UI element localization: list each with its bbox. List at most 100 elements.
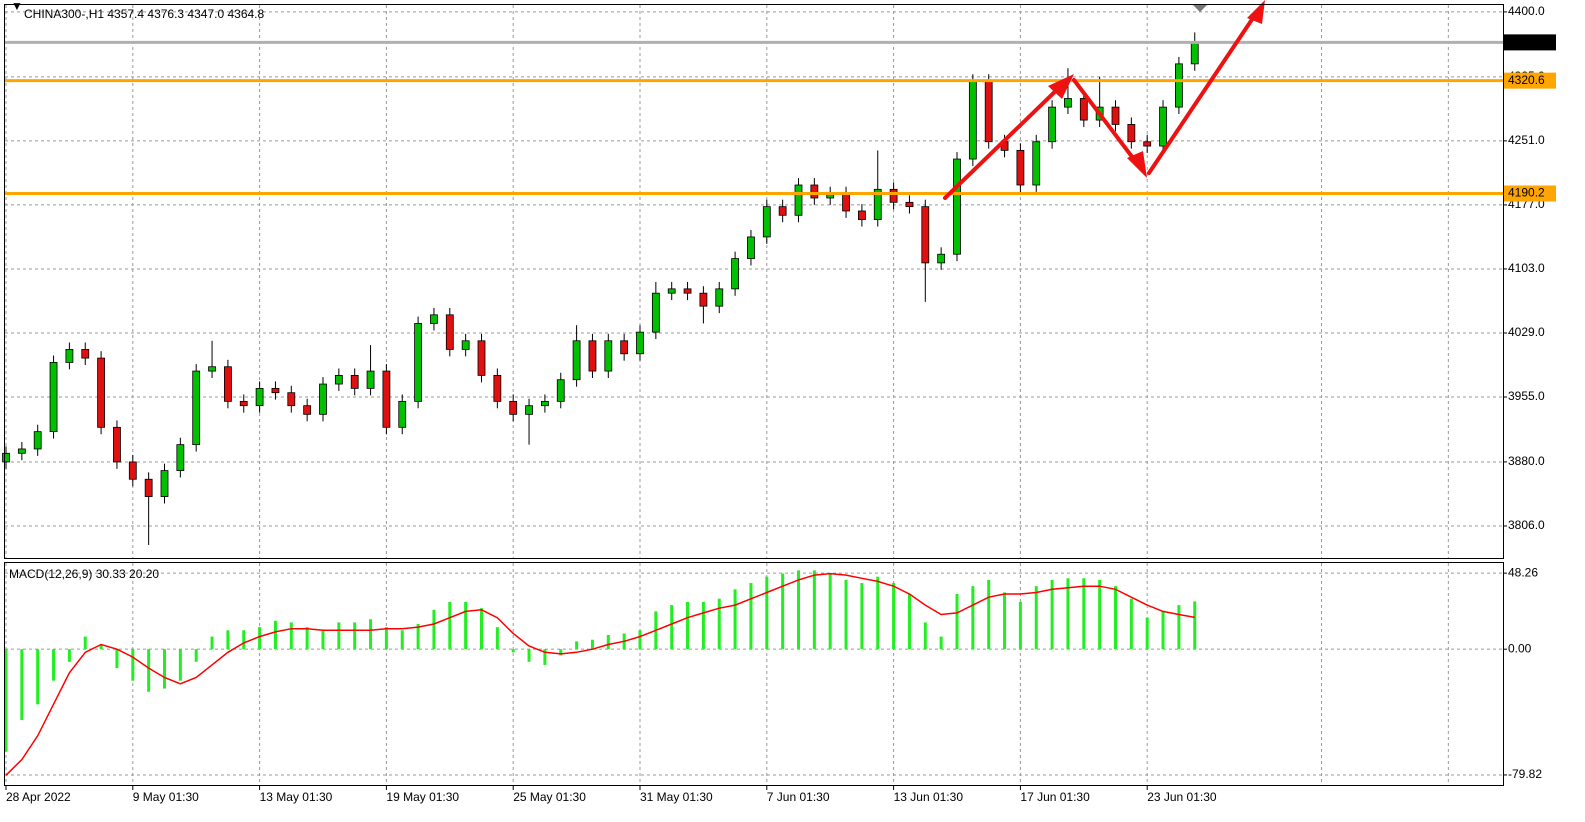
candle-body [113, 426, 121, 463]
x-tick-label: 28 Apr 2022 [6, 790, 71, 804]
macd-bar [1193, 601, 1197, 650]
price-label: 4364.8 [1508, 35, 1545, 49]
y-tick-label: 4103.0 [1508, 261, 1545, 275]
candle-body [81, 349, 90, 359]
candle-body [208, 366, 216, 372]
candle-body [968, 80, 977, 160]
macd-bar [876, 576, 880, 650]
signal-line [5, 572, 1195, 776]
candle-body [319, 383, 327, 415]
candle-body [810, 184, 819, 199]
candle-body [525, 405, 533, 415]
candle-body [731, 258, 739, 290]
candle-body [128, 461, 137, 480]
candle-body [1079, 98, 1088, 121]
macd-bar [606, 635, 610, 650]
candle-body [889, 188, 898, 203]
menu-triangle[interactable]: ▼ [11, 0, 23, 13]
candle-body [588, 340, 597, 372]
price-label-box [1504, 34, 1556, 51]
macd-bar [305, 627, 309, 650]
candle-body [1190, 41, 1199, 65]
macd-bar [400, 630, 404, 650]
macd-bar [4, 649, 8, 752]
candle-body [620, 340, 629, 355]
macd-bar [416, 623, 420, 650]
candle-body [271, 387, 280, 394]
arrow-head [1247, 0, 1265, 24]
candle-body [1048, 106, 1056, 143]
price-label: 4320.6 [1508, 73, 1545, 87]
arrow-up-1 [943, 79, 1068, 200]
candle-body [937, 253, 946, 264]
frame [4, 4, 1504, 786]
main-frame [4, 4, 1504, 559]
candle-body [1175, 63, 1183, 108]
x-tick-label: 7 Jun 01:30 [767, 790, 830, 804]
candle-body [683, 288, 692, 294]
candle-body [17, 448, 26, 454]
macd-bar [701, 601, 705, 650]
candle-body [556, 379, 565, 402]
macd-bar [638, 630, 642, 650]
macd-bar [527, 649, 531, 662]
candle-body [477, 340, 486, 376]
candle-body [1016, 149, 1025, 186]
candle-body [984, 80, 993, 143]
candle-body [176, 444, 185, 471]
macd-bar [860, 583, 864, 650]
macd-bar [781, 573, 785, 650]
candle-body [762, 206, 771, 238]
macd-bar [480, 608, 483, 650]
arrow-up-2 [1147, 10, 1259, 175]
macd-title: MACD(12,26,9) 30.33 20.20 [9, 567, 159, 581]
candle-body [430, 314, 438, 324]
candle-body [636, 331, 644, 355]
candle-body [65, 349, 74, 363]
candle-body [1111, 106, 1120, 125]
candle-body [1032, 141, 1041, 186]
x-tick-label: 19 May 01:30 [386, 790, 459, 804]
macd-bar [923, 622, 927, 650]
candle-body [699, 292, 708, 307]
candle-body [303, 405, 312, 415]
macd-bar [559, 649, 563, 656]
y-tick-label: 48.26 [1508, 565, 1538, 579]
candle-body [334, 374, 343, 385]
macd-bar [384, 627, 388, 650]
macd-bar [52, 649, 56, 681]
macd-bar [1098, 579, 1102, 650]
candle-body [541, 400, 549, 407]
macd-bar [337, 622, 341, 650]
arrow-down [1072, 78, 1144, 172]
candle-body [1159, 106, 1167, 147]
macd-bar [971, 586, 975, 650]
x-tick-label: 31 May 01:30 [640, 790, 713, 804]
y-tick-label: 3955.0 [1508, 389, 1545, 403]
macd-bar [1145, 617, 1149, 650]
macd-bar [83, 636, 87, 650]
macd-bar [907, 594, 911, 650]
macd-bar [131, 649, 135, 681]
arrow-head [1048, 74, 1074, 99]
candle-body [715, 288, 724, 307]
candle-body [160, 470, 169, 497]
candle-body [144, 478, 153, 497]
trend-arrows [943, 10, 1259, 200]
candle-body [461, 340, 470, 350]
macd-bar [99, 644, 103, 650]
candle-body [794, 184, 803, 216]
candle-body [97, 357, 105, 428]
candle-body [366, 370, 375, 389]
macd-bar [1050, 579, 1054, 650]
macd-bar [892, 583, 896, 650]
macd-bar [575, 641, 579, 650]
macd-frame [4, 562, 1504, 786]
macd-bar [1161, 611, 1165, 650]
x-tick-label: 13 Jun 01:30 [894, 790, 964, 804]
macd-bar [178, 649, 182, 681]
macd-bar [1003, 592, 1007, 650]
macd-bar [765, 576, 769, 650]
candle-body [33, 431, 42, 450]
candle-body [905, 201, 914, 208]
